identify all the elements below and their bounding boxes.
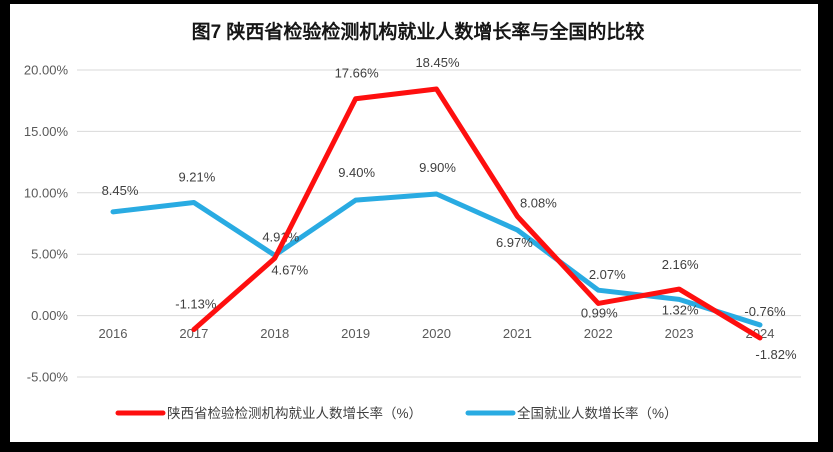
x-axis-tick-label: 2023 [665, 326, 694, 341]
data-label: 9.21% [178, 170, 215, 185]
data-label: -0.76% [744, 304, 786, 319]
data-label: 8.08% [520, 195, 557, 210]
x-axis-tick-label: 2021 [503, 326, 532, 341]
data-label: 0.99% [581, 305, 618, 320]
legend-label-national: 全国就业人数增长率（%） [517, 405, 678, 421]
x-axis-tick-label: 2019 [341, 326, 370, 341]
y-axis-tick-label: 0.00% [31, 308, 68, 323]
data-label: 8.45% [102, 183, 139, 198]
data-label: 4.67% [271, 262, 308, 277]
data-label: 6.97% [496, 235, 533, 250]
x-axis-tick-label: 2020 [422, 326, 451, 341]
y-axis-tick-label: 10.00% [24, 185, 69, 200]
x-axis-tick-label: 2016 [99, 326, 128, 341]
data-label: 18.45% [415, 55, 460, 70]
data-label: 1.32% [662, 302, 699, 317]
x-axis-tick-label: 2024 [746, 326, 775, 341]
data-label: -1.13% [175, 296, 217, 311]
x-axis-tick-label: 2017 [179, 326, 208, 341]
y-axis-tick-label: 15.00% [24, 124, 69, 139]
plot-area: 20.00% 15.00% 10.00% 5.00% 0.00% -5.00% 2016 20… [24, 55, 801, 385]
chart-title: 图7 陕西省检验检测机构就业人数增长率与全国的比较 [192, 20, 645, 43]
data-label: -1.82% [755, 347, 797, 362]
data-label: 2.07% [589, 267, 626, 282]
series-line-shaanxi [191, 86, 763, 341]
data-label: 9.40% [338, 165, 375, 180]
y-axis-tick-label: -5.00% [27, 370, 69, 385]
data-label: 17.66% [335, 66, 380, 81]
legend: 陕西省检验检测机构就业人数增长率（%） 全国就业人数增长率（%） [115, 405, 678, 421]
data-label: 9.90% [419, 160, 456, 175]
x-axis-tick-label: 2018 [260, 326, 289, 341]
data-label: 2.16% [662, 257, 699, 272]
y-axis-tick-label: 20.00% [24, 63, 69, 78]
y-axis-tick-label: 5.00% [31, 247, 68, 262]
x-axis-tick-label: 2022 [584, 326, 613, 341]
legend-label-shaanxi: 陕西省检验检测机构就业人数增长率（%） [167, 405, 422, 421]
chart-background [10, 4, 818, 442]
